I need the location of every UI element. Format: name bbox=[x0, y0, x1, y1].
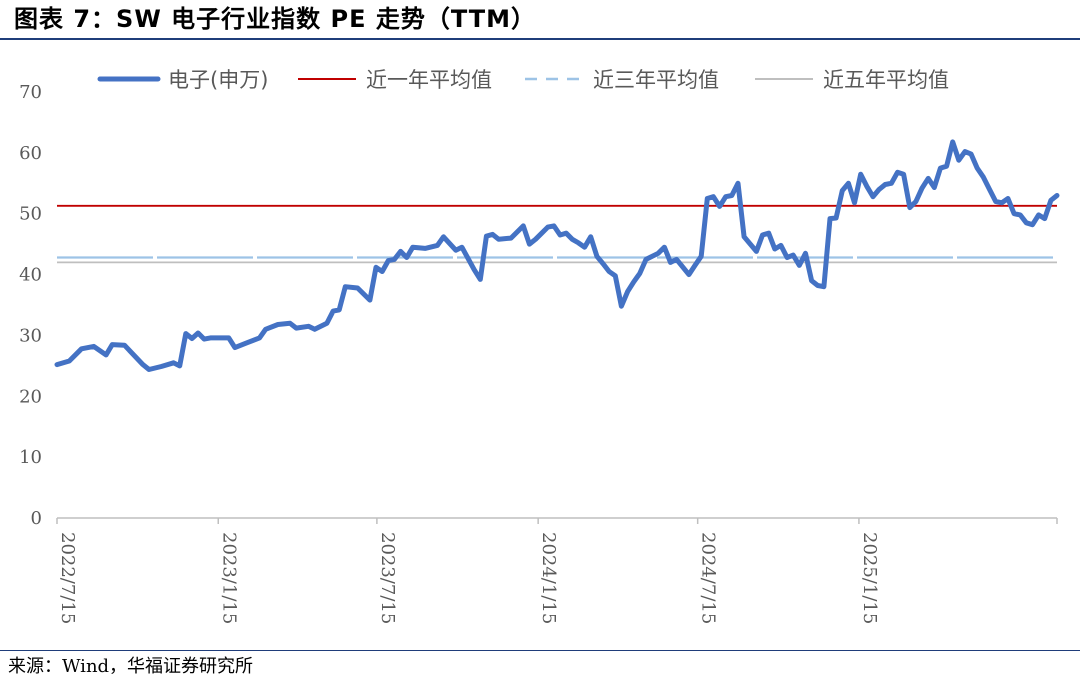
x-tick-label-1: 2023/1/15 bbox=[218, 532, 239, 624]
top-divider bbox=[0, 38, 1080, 40]
x-tick-label-0: 2022/7/15 bbox=[57, 532, 78, 624]
x-axis: 2022/7/15 2023/1/15 2023/7/15 2024/1/15 2024… bbox=[56, 517, 1058, 624]
y-tick-label-70: 70 bbox=[19, 82, 42, 103]
y-tick-label-10: 10 bbox=[19, 447, 42, 468]
series-line-electronics bbox=[54, 139, 1060, 372]
legend: 电子(申万) 近一年平均值 近三年平均值 近五年平均值 bbox=[97, 68, 949, 92]
y-tick-label-40: 40 bbox=[19, 265, 42, 286]
pe-line-chart: 电子(申万) 近一年平均值 近三年平均值 近五年平均值 0 10 20 30 40 50 60 70… bbox=[19, 68, 1060, 624]
y-tick-label-0: 0 bbox=[31, 508, 42, 529]
x-tick-label-5: 2025/1/15 bbox=[859, 532, 880, 624]
bottom-divider bbox=[0, 650, 1080, 651]
x-tick-label-3: 2024/1/15 bbox=[538, 532, 559, 624]
y-axis-ticks: 0 10 20 30 40 50 60 70 bbox=[19, 82, 42, 529]
legend-electronics-label: 电子(申万) bbox=[168, 68, 268, 92]
series-layer bbox=[54, 139, 1060, 372]
x-tick-label-4: 2024/7/15 bbox=[698, 532, 719, 624]
legend-five-year-label: 近五年平均值 bbox=[823, 68, 949, 92]
legend-one-year-label: 近一年平均值 bbox=[366, 68, 492, 92]
chart-title: 图表 7：SW 电子行业指数 PE 走势（TTM） bbox=[14, 5, 537, 33]
x-tick-label-2: 2023/7/15 bbox=[377, 532, 398, 624]
y-tick-label-50: 50 bbox=[19, 204, 42, 225]
legend-three-year-label: 近三年平均值 bbox=[593, 68, 719, 92]
y-tick-label-60: 60 bbox=[19, 143, 42, 164]
average-lines bbox=[57, 204, 1057, 264]
source-note: 来源：Wind，华福证券研究所 bbox=[8, 656, 254, 677]
y-tick-label-30: 30 bbox=[19, 325, 42, 346]
y-tick-label-20: 20 bbox=[19, 386, 42, 407]
